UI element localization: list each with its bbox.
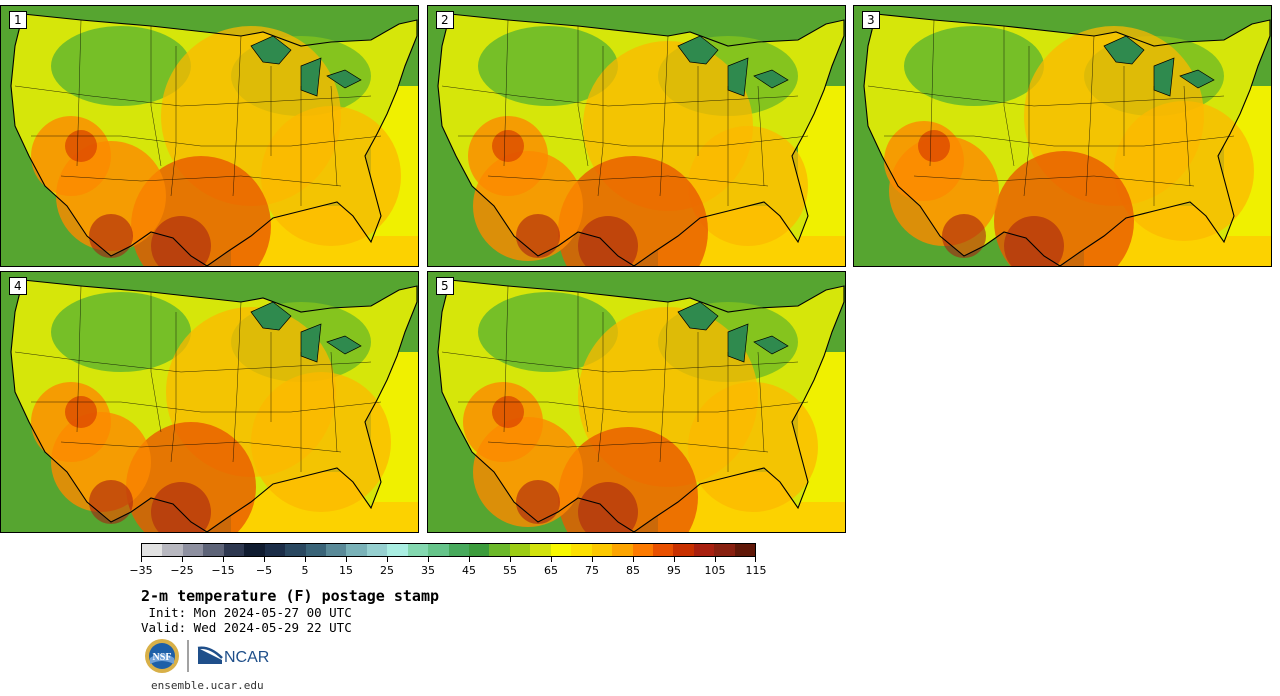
colorbar-swatch <box>509 544 531 556</box>
svg-text:NSF: NSF <box>153 652 172 663</box>
panel-label-5: 5 <box>436 277 454 295</box>
colorbar-swatch <box>346 544 367 556</box>
valid-time: Valid: Wed 2024-05-29 22 UTC <box>141 620 352 635</box>
chart-title: 2-m temperature (F) postage stamp <box>141 587 440 605</box>
colorbar-tick-label: −5 <box>255 564 273 577</box>
colorbar-tick <box>428 557 429 562</box>
colorbar-tick-label: 105 <box>704 564 726 577</box>
temperature-colorbar <box>141 543 756 557</box>
colorbar-tick <box>755 557 756 562</box>
colorbar-tick <box>469 557 470 562</box>
colorbar-swatch <box>285 544 306 556</box>
temperature-map <box>854 6 1271 266</box>
colorbar-swatch <box>407 544 429 556</box>
colorbar-swatch <box>489 544 510 556</box>
colorbar-swatch <box>264 544 286 556</box>
ncar-logo: NCAR <box>197 646 269 666</box>
temperature-map <box>1 272 418 532</box>
colorbar-swatch <box>223 544 245 556</box>
colorbar-swatch <box>632 544 653 556</box>
svg-text:NCAR: NCAR <box>224 649 269 666</box>
colorbar-swatch <box>734 544 756 556</box>
colorbar-tick-label: 15 <box>339 564 353 577</box>
colorbar-swatch <box>469 544 490 556</box>
member-panel-5: 5 <box>427 271 846 533</box>
colorbar-swatch <box>244 544 265 556</box>
colorbar-swatch <box>428 544 449 556</box>
panel-label-1: 1 <box>9 11 27 29</box>
colorbar-swatch <box>182 544 204 556</box>
colorbar-tick <box>510 557 511 562</box>
colorbar-tick-label: 5 <box>301 564 309 577</box>
init-time: Init: Mon 2024-05-27 00 UTC <box>141 605 352 620</box>
colorbar-tick-label: 35 <box>421 564 435 577</box>
colorbar-swatch <box>673 544 694 556</box>
colorbar-tick <box>141 557 142 562</box>
colorbar-tick-label: −35 <box>129 564 153 577</box>
colorbar-swatch <box>203 544 224 556</box>
sponsor-logos: NSF NCAR <box>144 638 284 674</box>
colorbar-tick <box>592 557 593 562</box>
member-panel-4: 4 <box>0 271 419 533</box>
colorbar-swatch <box>162 544 183 556</box>
colorbar-tick <box>182 557 183 562</box>
member-panel-1: 1 <box>0 5 419 267</box>
colorbar-swatch <box>530 544 551 556</box>
colorbar-swatch <box>448 544 469 556</box>
colorbar-swatch <box>142 544 163 556</box>
nsf-logo: NSF <box>145 639 179 673</box>
colorbar-swatch <box>693 544 715 556</box>
temperature-map <box>428 272 845 532</box>
colorbar-swatch <box>571 544 592 556</box>
colorbar-swatch <box>550 544 572 556</box>
colorbar-tick <box>305 557 306 562</box>
colorbar-swatch <box>305 544 326 556</box>
colorbar-tick-label: 65 <box>544 564 558 577</box>
footer-url: ensemble.ucar.edu <box>151 679 264 692</box>
colorbar-swatch <box>612 544 633 556</box>
colorbar-tick <box>223 557 224 562</box>
colorbar-tick <box>674 557 675 562</box>
colorbar-tick-label: 75 <box>585 564 599 577</box>
colorbar-tick <box>264 557 265 562</box>
colorbar-swatch <box>652 544 674 556</box>
colorbar-tick-label: −25 <box>170 564 194 577</box>
member-panel-2: 2 <box>427 5 846 267</box>
colorbar-tick <box>551 557 552 562</box>
colorbar-swatch <box>387 544 408 556</box>
colorbar-swatch <box>366 544 388 556</box>
colorbar-tick <box>346 557 347 562</box>
member-panel-3: 3 <box>853 5 1272 267</box>
colorbar-tick-label: 45 <box>462 564 476 577</box>
colorbar-swatch <box>714 544 735 556</box>
panel-label-2: 2 <box>436 11 454 29</box>
colorbar-tick-label: 85 <box>626 564 640 577</box>
colorbar-ticks: −35 −25 −15 −5 5 15 25 35 45 55 65 75 85 95 105 115 <box>129 557 767 581</box>
colorbar-tick <box>633 557 634 562</box>
colorbar-tick-label: 55 <box>503 564 517 577</box>
panel-label-4: 4 <box>9 277 27 295</box>
colorbar-tick <box>387 557 388 562</box>
colorbar-swatch <box>591 544 613 556</box>
colorbar-tick-label: 115 <box>745 564 767 577</box>
colorbar-tick-label: 25 <box>380 564 394 577</box>
panel-label-3: 3 <box>862 11 880 29</box>
temperature-map <box>1 6 418 266</box>
colorbar-tick-label: 95 <box>667 564 681 577</box>
colorbar-swatch <box>325 544 347 556</box>
temperature-map <box>428 6 845 266</box>
colorbar-tick-label: −15 <box>211 564 235 577</box>
colorbar-tick <box>715 557 716 562</box>
